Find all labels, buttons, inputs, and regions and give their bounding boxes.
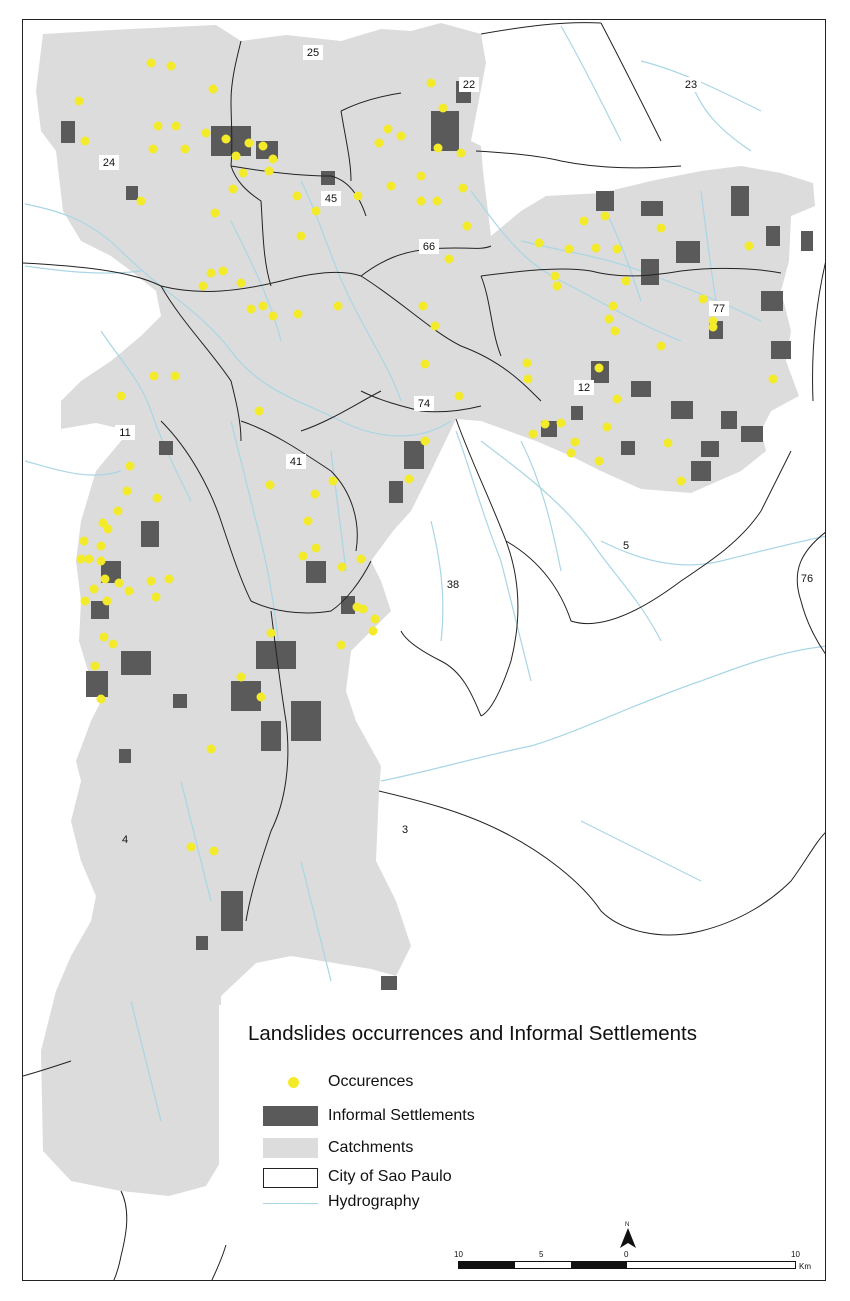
legend-occurrences-label: Occurences: [328, 1073, 414, 1090]
legend-hydrography-label: Hydrography: [328, 1193, 420, 1210]
catchment-label: 5: [623, 540, 629, 552]
catchment-label: 11: [119, 427, 130, 439]
legend-settlements-label: Informal Settlements: [328, 1107, 475, 1124]
catchment-labels: 25 22 23 24 45 66 77 12 74 11: [99, 45, 813, 846]
scale-label: 10: [454, 1250, 463, 1259]
catchment-label: 4: [122, 834, 128, 846]
catchment-label: 41: [290, 456, 302, 468]
hydrography: [24, 25, 825, 1122]
catchment-label: 38: [447, 579, 459, 591]
scale-label: 5: [539, 1250, 544, 1259]
legend-city-symbol: [263, 1168, 318, 1188]
catchment-label: 25: [307, 47, 319, 59]
map-frame: 25 22 23 24 45 66 77 12 74 11: [22, 19, 826, 1281]
map-title: Landslides occurrences and Informal Sett…: [248, 1022, 697, 1045]
scale-label: 10: [791, 1250, 800, 1259]
north-arrow-icon: [620, 1228, 636, 1248]
scale-unit: Km: [799, 1262, 811, 1271]
scale-label: 0: [624, 1250, 629, 1259]
catchment-label: 22: [463, 79, 475, 91]
legend-catchments-symbol: [263, 1138, 318, 1158]
legend-hydrography-symbol: [263, 1203, 318, 1204]
legend-city-label: City of Sao Paulo: [328, 1168, 452, 1185]
catchment-label: 23: [685, 79, 697, 91]
north-arrow: N: [618, 1222, 638, 1250]
catchment-label: 77: [713, 303, 725, 315]
catchment-label: 74: [418, 398, 430, 410]
catchment-label: 24: [103, 157, 115, 169]
catchment-label: 12: [578, 382, 590, 394]
catchment-label: 66: [423, 241, 435, 253]
catchment-label: 45: [325, 193, 337, 205]
scale-bar-graphic: [458, 1261, 796, 1269]
occurrences: [74, 58, 778, 856]
catchment-label: 3: [402, 824, 408, 836]
legend-catchments-label: Catchments: [328, 1139, 414, 1156]
catchment-label: 76: [801, 573, 813, 585]
legend-occurrences-symbol: [288, 1077, 299, 1088]
north-arrow-label: N: [625, 1222, 630, 1228]
legend-settlements-symbol: [263, 1106, 318, 1126]
legend-panel: [219, 1005, 825, 1245]
